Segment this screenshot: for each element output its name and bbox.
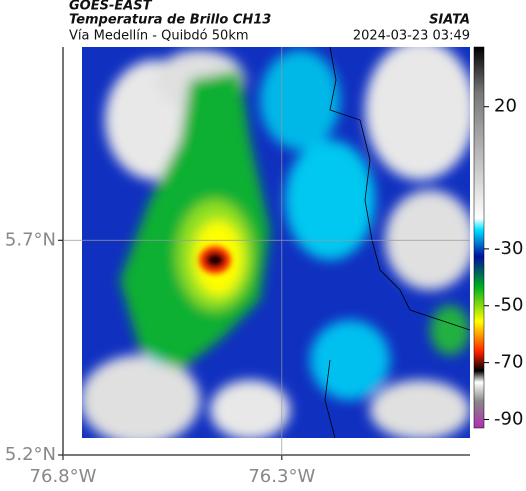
colorbar-tick-label: 20	[494, 96, 517, 117]
subtitle: Temperatura de Brillo CH13	[69, 13, 271, 28]
colorbar-tick-label: -30	[494, 238, 523, 259]
timestamp: 2024-03-23 03:49	[353, 29, 470, 44]
colorbar-tick-label: -90	[494, 408, 523, 429]
colorbar-tick-label: -50	[494, 295, 523, 316]
title: GOES-EAST	[69, 0, 153, 14]
location: Vía Medellín - Quibdó 50km	[69, 29, 249, 44]
satellite-image	[82, 47, 470, 438]
y-tick-label: 5.7°N	[5, 229, 56, 250]
colorbar-tick-label: -70	[494, 352, 523, 373]
x-tick-label: 76.3°W	[248, 466, 315, 487]
source: SIATA	[429, 13, 470, 28]
colorbar	[473, 46, 485, 429]
y-tick-label: 5.2°N	[5, 444, 56, 465]
x-tick-label: 76.8°W	[30, 466, 97, 487]
